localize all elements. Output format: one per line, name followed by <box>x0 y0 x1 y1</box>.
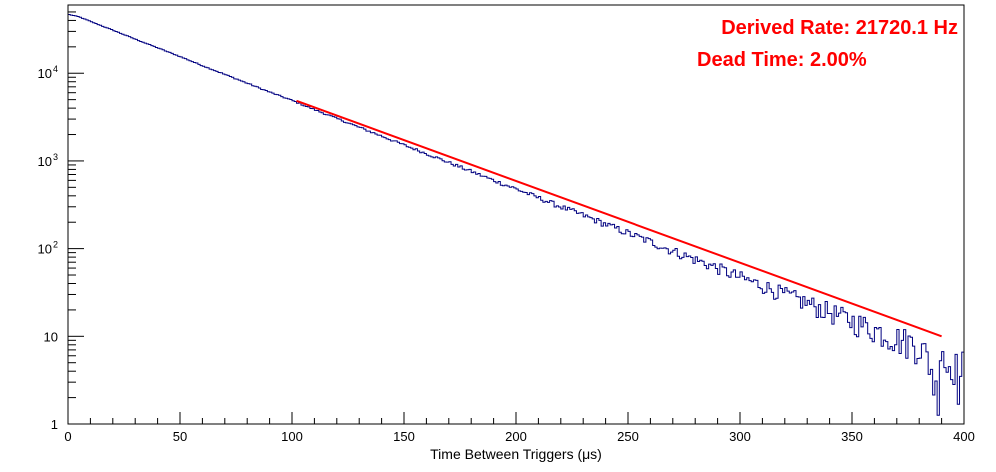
x-tick-label: 300 <box>729 429 751 444</box>
x-tick-label: 400 <box>953 429 975 444</box>
y-tick-label: 10 <box>38 154 52 169</box>
dead-time-annotation: Dead Time: 2.00% <box>697 49 867 71</box>
plot-background <box>68 5 964 424</box>
histogram-line <box>67 13 964 416</box>
y-tick-label: 10 <box>44 329 58 344</box>
x-tick-label: 350 <box>841 429 863 444</box>
x-tick-label: 50 <box>173 429 187 444</box>
x-tick-label: 250 <box>617 429 639 444</box>
y-tick-exponent: 4 <box>53 64 58 74</box>
x-axis-ticks <box>67 412 965 424</box>
y-tick-label: 1 <box>51 417 58 432</box>
x-axis-tick-labels: 0 50 100 150 200 250 300 350 400 <box>64 429 974 444</box>
rate-annotation: Derived Rate: 21720.1 Hz <box>721 17 958 39</box>
x-tick-label: 100 <box>281 429 303 444</box>
x-tick-label: 200 <box>505 429 527 444</box>
fit-line <box>296 99 942 338</box>
y-tick-label: 10 <box>38 242 52 257</box>
y-tick-exponent: 2 <box>53 240 58 250</box>
fit-curve <box>296 99 942 338</box>
x-tick-label: 150 <box>393 429 415 444</box>
y-tick-label: 10 <box>38 66 52 81</box>
x-axis-title: Time Between Triggers (μs) <box>430 446 602 462</box>
data-histogram <box>67 13 964 416</box>
y-tick-exponent: 3 <box>53 152 58 162</box>
x-tick-label: 0 <box>64 429 71 444</box>
y-axis-ticks <box>68 4 84 425</box>
